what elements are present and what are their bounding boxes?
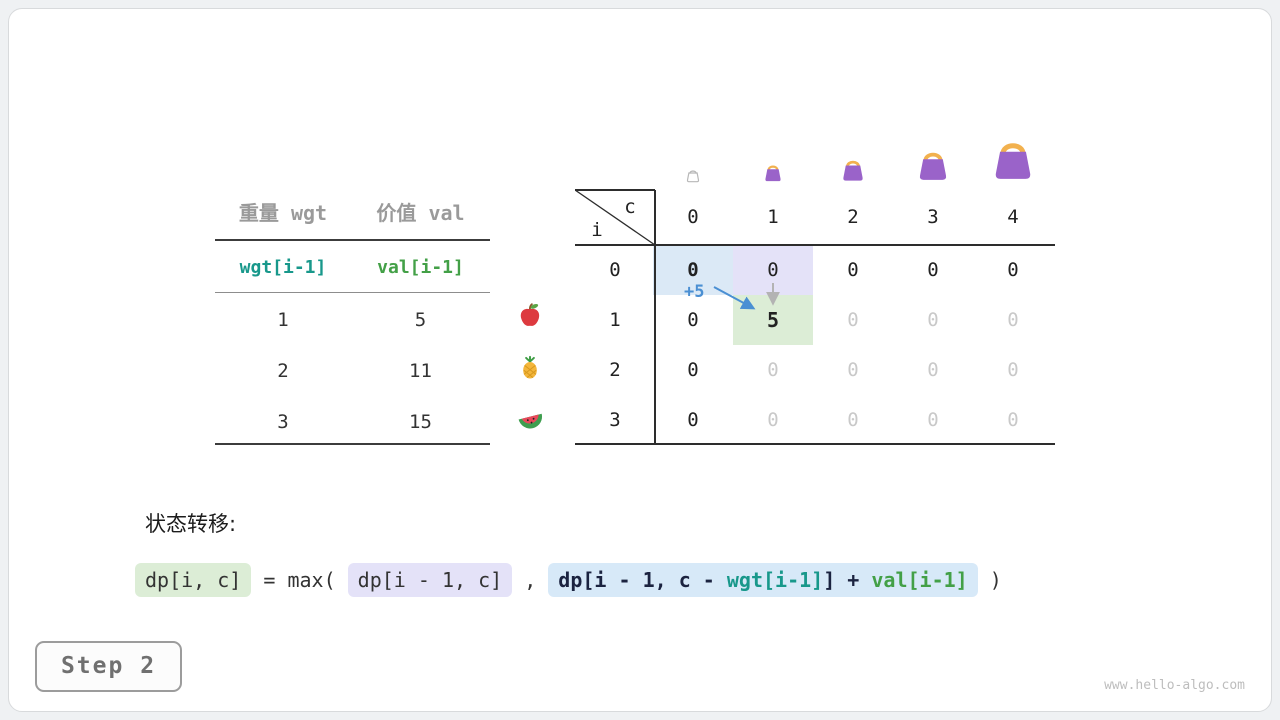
dp-cell-1-3: 0 — [927, 309, 939, 331]
formula-arg1: dp[i - 1, c] — [347, 563, 513, 597]
dp-table-header-divider — [575, 244, 1055, 246]
transition-arrows — [640, 240, 860, 360]
bag-outline-icon — [685, 167, 701, 183]
formula-arg2: dp[i - 1, c - wgt[i-1]] + val[i-1] — [548, 563, 978, 597]
item-row-3-val: 15 — [409, 411, 432, 433]
formula-lhs: dp[i, c] — [135, 563, 252, 597]
items-table-val-formula: val[i-1] — [377, 257, 464, 278]
formula-close: ) — [977, 568, 1002, 592]
dp-row-header-1: 1 — [609, 309, 621, 331]
state-transition-formula: dp[i, c] = max( dp[i - 1, c] , dp[i - 1,… — [135, 563, 1002, 597]
step-badge: Step 2 — [35, 641, 182, 692]
dp-row-headers: 0 1 2 3 — [575, 245, 655, 445]
watermark: www.hello-algo.com — [1104, 678, 1245, 693]
items-table-bottom-divider — [215, 443, 490, 445]
transition-value-label: +5 — [684, 282, 705, 302]
dp-cell-2-0: 0 — [687, 359, 699, 381]
formula-arg2-p1: dp[i - 1, c - — [558, 568, 727, 592]
dp-cell-2-3: 0 — [927, 359, 939, 381]
bag-icon-capacity-2 — [839, 155, 867, 183]
dp-corner-col-label: c — [624, 196, 636, 218]
item-row-1-wgt: 1 — [277, 309, 289, 331]
bag-icon-capacity-3 — [914, 145, 952, 183]
formula-arg2-val: val[i-1] — [871, 568, 968, 592]
dp-col-headers: 0 1 2 3 4 — [653, 190, 1053, 245]
dp-cell-2-1: 0 — [767, 359, 779, 381]
dp-cell-3-2: 0 — [847, 409, 859, 431]
dp-cell-0-3: 0 — [927, 259, 939, 281]
dp-cell-1-2: 0 — [847, 309, 859, 331]
dp-cell-2-4: 0 — [1007, 359, 1019, 381]
dp-corner-row-label: i — [591, 219, 603, 241]
dp-table-corner-diagonal — [575, 190, 655, 245]
dp-cell-3-1: 0 — [767, 409, 779, 431]
formula-arg2-wgt: wgt[i-1] — [726, 568, 824, 592]
dp-cell-3-3: 0 — [927, 409, 939, 431]
dp-table-corner-top-line — [575, 189, 655, 191]
formula-op: = max( — [251, 568, 348, 592]
dp-cell-2-2: 0 — [847, 359, 859, 381]
dp-cell-0-0: 0 — [653, 245, 733, 295]
dp-row-header-0: 0 — [609, 259, 621, 281]
items-table-wgt-formula: wgt[i-1] — [239, 257, 327, 278]
dp-col-header-4: 4 — [1007, 206, 1019, 228]
dp-col-header-3: 3 — [927, 206, 939, 228]
item-row-3-wgt: 3 — [277, 411, 289, 433]
dp-col-header-1: 1 — [767, 206, 779, 228]
dp-table-vertical-line — [654, 190, 656, 445]
items-table-mid-divider — [215, 292, 490, 293]
state-transition-heading: 状态转移: — [145, 512, 237, 536]
item-row-2-wgt: 2 — [277, 360, 289, 382]
dp-table-bottom-divider — [575, 443, 1055, 445]
items-table-header-divider — [215, 239, 490, 241]
formula-arg2-p2: ] + — [823, 568, 872, 592]
items-table-header-val: 价值 val — [376, 201, 465, 225]
bag-icon-capacity-1 — [762, 161, 784, 183]
dp-cell-1-4: 0 — [1007, 309, 1019, 331]
dp-cell-3-0: 0 — [687, 409, 699, 431]
dp-cell-1-0: 0 — [687, 309, 699, 331]
dp-cell-0-2: 0 — [847, 259, 859, 281]
formula-comma: , — [512, 568, 549, 592]
dp-row-header-2: 2 — [609, 359, 621, 381]
dp-cell-0-4: 0 — [1007, 259, 1019, 281]
item-row-2-val: 11 — [409, 360, 432, 382]
dp-row-header-3: 3 — [609, 409, 621, 431]
dp-col-header-0: 0 — [687, 206, 699, 228]
pineapple-icon — [517, 354, 543, 380]
dp-cell-3-4: 0 — [1007, 409, 1019, 431]
apple-icon — [516, 301, 544, 329]
dp-col-header-2: 2 — [847, 206, 859, 228]
item-row-1-val: 5 — [414, 309, 427, 331]
watermelon-icon — [514, 403, 548, 437]
items-table-header-wgt: 重量 wgt — [238, 201, 328, 225]
bag-icon-capacity-4 — [988, 133, 1038, 183]
